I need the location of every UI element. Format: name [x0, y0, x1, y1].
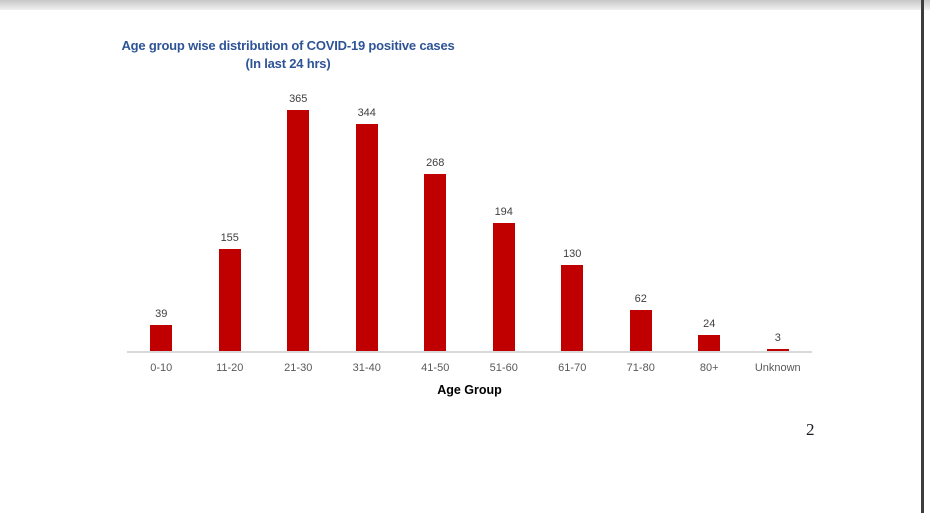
bar	[629, 310, 652, 351]
bar-column: 3	[744, 85, 813, 351]
bar-column: 39	[127, 85, 196, 351]
x-tick-label: 31-40	[352, 362, 381, 374]
bar	[355, 124, 378, 351]
bar	[424, 174, 447, 351]
bar	[287, 110, 310, 351]
bar-value-label: 268	[426, 157, 445, 169]
x-tick-label: 0-10	[150, 362, 173, 374]
x-tick-label: 61-70	[558, 362, 587, 374]
x-axis-title: Age Group	[437, 383, 502, 397]
bar-chart: 39 155 365 344 268 194 130 62 24 3 0-10 11-20 21-30…	[127, 85, 812, 397]
x-tick-label: 21-30	[284, 362, 313, 374]
bar-column: 155	[196, 85, 265, 351]
bar	[150, 325, 173, 351]
bar	[561, 265, 584, 351]
x-tick-label: 41-50	[421, 362, 450, 374]
bar	[698, 335, 721, 351]
bar	[492, 223, 515, 351]
x-tick-label: Unknown	[754, 362, 801, 374]
chart-title-line1: Age group wise distribution of COVID-19 …	[121, 38, 455, 53]
page-right-border	[921, 0, 924, 513]
x-tick-label: 51-60	[489, 362, 518, 374]
x-tick-label: 71-80	[626, 362, 655, 374]
bar-column: 130	[538, 85, 607, 351]
bar	[766, 349, 789, 351]
bar-value-label: 344	[357, 107, 376, 119]
bars-container: 39 155 365 344 268 194 130 62 24 3	[127, 85, 812, 351]
bar	[218, 249, 241, 351]
bar-value-label: 194	[494, 206, 513, 218]
bar-column: 24	[675, 85, 744, 351]
x-tick-label: 80+	[699, 362, 719, 374]
bar-value-label: 39	[155, 308, 168, 320]
bar-column: 268	[401, 85, 470, 351]
bar-column: 62	[607, 85, 676, 351]
bar-column: 365	[264, 85, 333, 351]
chart-title: Age group wise distribution of COVID-19 …	[58, 37, 518, 73]
bar-value-label: 130	[563, 248, 582, 260]
bar-value-label: 155	[220, 232, 239, 244]
page-number: 2	[806, 420, 815, 439]
bar-value-label: 24	[703, 318, 716, 330]
x-axis-tick-row: 0-10 11-20 21-30 31-40 41-50 51-60 61-70 71-80 8…	[127, 362, 812, 374]
chart-title-line2: (In last 24 hrs)	[245, 56, 331, 71]
bar-value-label: 365	[289, 93, 308, 105]
bar-column: 194	[470, 85, 539, 351]
bar-value-label: 62	[634, 293, 647, 305]
x-axis-line	[127, 351, 812, 353]
bar-column: 344	[333, 85, 402, 351]
x-tick-label: 11-20	[216, 362, 244, 374]
top-scroll-band	[0, 0, 930, 10]
bar-value-label: 3	[774, 332, 781, 344]
